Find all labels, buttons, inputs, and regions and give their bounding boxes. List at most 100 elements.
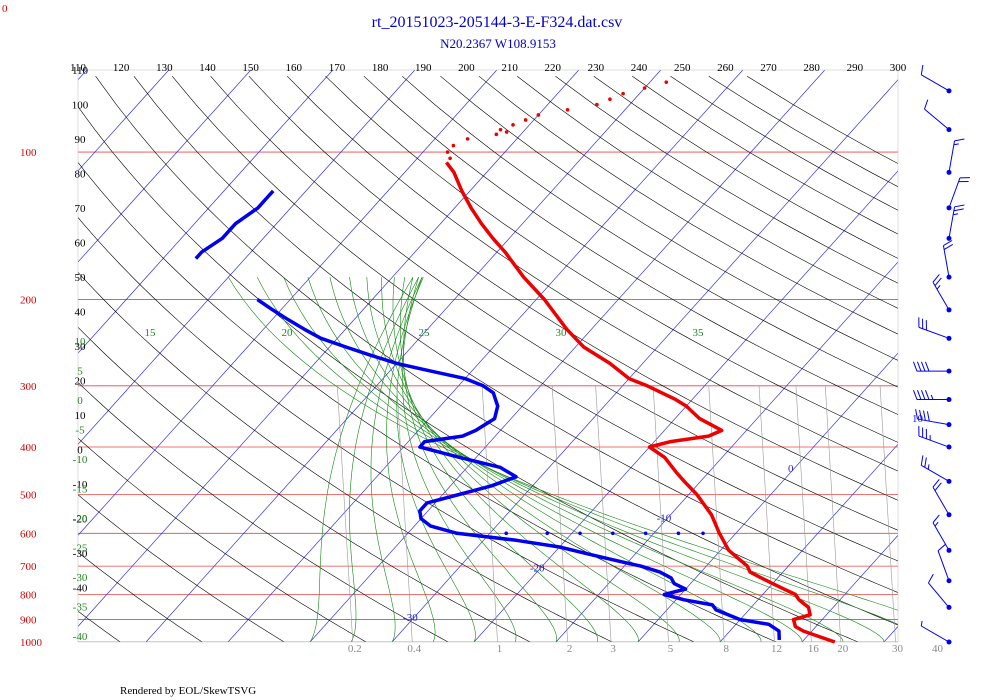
theta-tick-label: 200 — [458, 62, 475, 74]
pressure-tick-label: 800 — [20, 590, 37, 602]
mixing-ratio-label: 5 — [668, 643, 674, 655]
moist-adiabat-label: 15 — [145, 327, 157, 339]
left-temperature-label: -10 — [73, 479, 88, 491]
theta-tick-label: 240 — [631, 62, 648, 74]
temperature-point — [621, 91, 625, 96]
mixing-ratio-label: 2 — [567, 643, 573, 655]
isotherm-label: -20 — [530, 562, 545, 574]
wind-barb-flag — [923, 410, 926, 421]
pressure-tick-label: 900 — [20, 615, 37, 627]
temperature-point — [498, 127, 503, 132]
wind-barb-staff — [918, 435, 950, 448]
theta-tick-label: 130 — [156, 62, 173, 74]
mixing-ratio-line — [551, 385, 568, 642]
moist-adiabat-label: 20 — [282, 327, 294, 339]
mixing-ratio-label: 3 — [610, 643, 616, 655]
wind-barb-flag — [924, 390, 930, 400]
moist-adiabat-line — [349, 277, 762, 642]
dry-adiabat-line — [286, 75, 898, 472]
isotherm-line — [78, 70, 334, 354]
mixing-ratio-label: 12 — [771, 643, 782, 655]
theta-tick-label: 260 — [717, 62, 734, 74]
moist-adiabat-line — [381, 277, 680, 642]
isotherm-label: -30 — [403, 612, 418, 624]
moist-adiabat-label: 25 — [419, 327, 431, 339]
wind-barb-flag — [936, 284, 941, 290]
temperature-point — [504, 130, 509, 134]
theta-tick-label: 150 — [242, 62, 259, 74]
dewpoint-point — [455, 531, 459, 536]
wind-barb-staff — [932, 486, 950, 516]
moist-adiabat-label: -10 — [73, 454, 88, 466]
moist-adiabat-label: -40 — [73, 631, 88, 643]
moist-adiabat-label: -35 — [73, 602, 88, 614]
dry-adiabat-line — [78, 326, 531, 642]
pressure-tick-label: 1000 — [20, 637, 43, 649]
pressure-tick-label: 700 — [20, 561, 37, 573]
wind-barb — [946, 204, 965, 241]
wind-barb-flag — [924, 361, 930, 372]
left-temperature-label: 30 — [75, 341, 87, 353]
isotherm-line — [473, 170, 898, 642]
wind-barb-staff — [921, 464, 950, 482]
mixing-ratio-line — [879, 385, 896, 642]
moist-adiabat-label: -20 — [73, 513, 88, 525]
isotherm-line — [309, 70, 826, 642]
dry-adiabat-line — [708, 75, 898, 188]
moist-adiabat-label: -30 — [73, 572, 88, 584]
dry-adiabat-line — [325, 75, 898, 443]
wind-barb-flag — [924, 457, 927, 468]
wind-barb-staff — [924, 108, 950, 131]
temperature-point — [451, 143, 456, 148]
wind-barb — [932, 514, 952, 553]
mixing-ratio-line — [337, 385, 354, 642]
left-temperature-label: -40 — [73, 583, 88, 595]
wind-barb-flag — [920, 390, 926, 400]
wind-barb — [942, 240, 953, 280]
left-temperature-label: 0 — [77, 445, 83, 457]
dry-adiabat-line — [593, 75, 898, 259]
mixing-ratio-label: 1 — [497, 643, 503, 655]
mixing-ratio-line — [595, 385, 612, 642]
isotherm-line — [78, 70, 580, 627]
dry-adiabat-line — [133, 76, 898, 593]
wind-barb-flag — [927, 464, 930, 470]
moist-adiabat-line — [309, 276, 414, 642]
isotherm-line — [637, 352, 898, 642]
wind-barb-flag — [916, 390, 922, 400]
corner-label: 0 — [2, 3, 8, 15]
wind-barb-staff — [932, 281, 950, 311]
moist-adiabat-line — [228, 276, 898, 611]
theta-tick-label: 110 — [70, 62, 87, 74]
wind-barb-flag — [953, 143, 959, 146]
temperature-point — [595, 102, 599, 107]
wind-barb — [946, 177, 970, 211]
dewpoint-trace — [256, 298, 782, 640]
wind-barb-flag — [934, 482, 942, 491]
theta-tick-label: 250 — [674, 62, 691, 74]
dry-adiabat-line — [78, 437, 367, 642]
isotherm-line — [966, 70, 1000, 642]
moist-adiabat-label: -15 — [73, 484, 88, 496]
theta-tick-label: 190 — [415, 62, 432, 74]
moist-adiabat-line — [386, 276, 436, 642]
dry-adiabat-line — [78, 610, 121, 642]
dry-adiabat-line — [0, 76, 38, 642]
wind-barb-flag — [915, 409, 918, 420]
left-temperature-label: -30 — [73, 548, 88, 560]
moist-adiabat-line — [396, 276, 476, 642]
wind-barb-flag — [919, 409, 922, 420]
temperature-point — [445, 150, 450, 154]
left-temperature-label: 10 — [75, 410, 87, 422]
footer-credit: Rendered by EOL/SkewTSVG — [120, 685, 256, 697]
wind-barb — [918, 426, 952, 450]
mixing-ratio-label: 0.4 — [407, 643, 421, 655]
theta-tick-label: 270 — [760, 62, 777, 74]
wind-barb-staff — [948, 140, 956, 173]
mixing-ratio-label: 20 — [837, 643, 849, 655]
isotherm-line — [883, 625, 898, 642]
wind-barb — [920, 64, 952, 94]
plot-area — [0, 70, 1000, 642]
left-temperature-label: 100 — [72, 100, 89, 112]
moist-adiabat-line — [349, 276, 419, 642]
